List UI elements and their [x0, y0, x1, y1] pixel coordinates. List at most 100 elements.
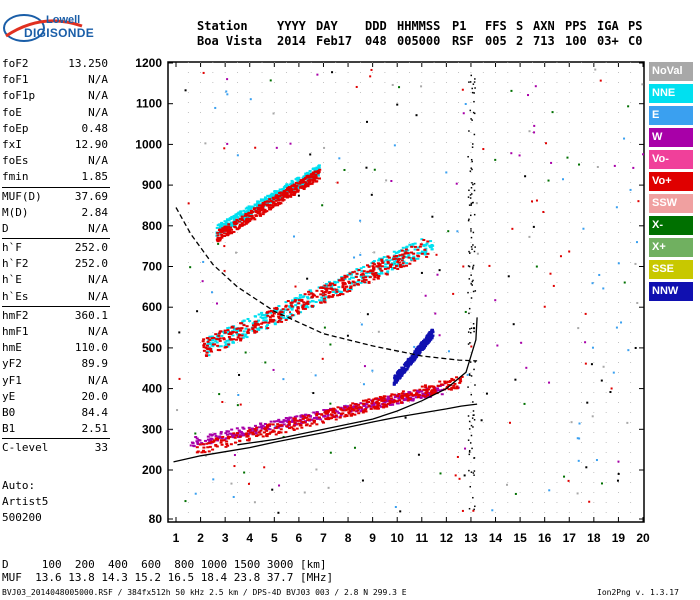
noise-point	[578, 163, 581, 166]
echo-point	[355, 272, 359, 275]
echo-point	[328, 417, 332, 420]
echo-point	[380, 396, 384, 399]
echo-point	[195, 451, 199, 454]
echo-point	[244, 212, 248, 215]
echo-point	[247, 205, 251, 208]
echo-point	[471, 284, 474, 286]
echo-point	[311, 181, 315, 184]
echo-point	[236, 329, 240, 332]
echo-point	[428, 331, 432, 334]
echo-point	[255, 204, 259, 207]
echo-point	[260, 311, 264, 314]
echo-point	[228, 432, 232, 435]
file-info: BVJ03_2014048005000.RSF / 384fx512h 50 k…	[2, 588, 407, 597]
echo-point	[208, 440, 212, 443]
echo-point	[267, 432, 271, 435]
echo-point	[273, 193, 277, 196]
noise-point	[600, 379, 603, 382]
echo-point	[472, 111, 475, 114]
legend-item-x: X+	[649, 238, 693, 257]
echo-point	[232, 434, 236, 437]
echo-point	[274, 191, 278, 194]
echo-point	[472, 244, 474, 246]
noise-point	[566, 156, 569, 159]
param-name: h`E	[2, 273, 22, 287]
logo-line2: DIGISONDE	[24, 26, 95, 40]
echo-point	[267, 321, 271, 324]
echo-point	[255, 426, 259, 429]
noise-point	[455, 182, 458, 185]
echo-point	[308, 424, 312, 427]
echo-point	[394, 376, 398, 379]
echo-point	[410, 245, 414, 248]
echo-point	[343, 415, 347, 418]
noise-point	[214, 106, 217, 109]
echo-point	[270, 192, 274, 195]
echo-point	[283, 308, 287, 311]
echo-point	[425, 341, 429, 344]
noise-point	[473, 327, 476, 330]
echo-point	[424, 247, 428, 250]
echo-point	[202, 446, 206, 449]
echo-point	[377, 264, 381, 267]
x-tick-label: 15	[513, 531, 527, 545]
echo-point	[198, 443, 202, 446]
echo-point	[393, 374, 397, 377]
echo-point	[355, 407, 359, 410]
param-value: 2.84	[81, 205, 109, 219]
echo-point	[238, 333, 242, 336]
echo-point	[263, 210, 267, 213]
echo-point	[279, 431, 283, 434]
echo-point	[363, 275, 367, 278]
echo-point	[261, 208, 265, 211]
echo-point	[424, 395, 428, 398]
noise-point	[230, 482, 233, 485]
echo-point	[290, 426, 294, 429]
echo-point	[368, 276, 372, 279]
echo-point	[299, 294, 303, 297]
echo-point	[383, 401, 387, 404]
echo-point	[264, 197, 268, 200]
echo-point	[367, 281, 371, 284]
echo-point	[278, 424, 282, 427]
version-label: Ion2Png v. 1.3.17	[597, 588, 679, 597]
y-tick-label: 600	[142, 300, 162, 314]
echo-point	[430, 389, 434, 392]
header-label-9: PPS	[565, 19, 587, 33]
noise-point	[323, 326, 326, 329]
echo-point	[301, 179, 305, 182]
noise-point	[420, 85, 423, 88]
echo-point	[459, 380, 463, 383]
echo-point	[400, 392, 404, 395]
echo-point	[212, 440, 216, 443]
echo-point	[428, 244, 432, 247]
param-separator	[2, 305, 110, 307]
param-row: h`F 252.0	[2, 240, 110, 256]
echo-point	[330, 408, 334, 411]
misc-line: Auto:	[2, 479, 36, 492]
noise-point	[510, 152, 513, 155]
noise-point	[485, 392, 488, 395]
echo-point	[473, 414, 475, 416]
echo-point	[295, 309, 299, 312]
echo-point	[321, 421, 325, 424]
echo-point	[354, 405, 358, 408]
echo-point	[215, 338, 219, 341]
legend: NoVal NNE E W Vo- Vo+ SSW X- X+ SSE NNW	[649, 62, 693, 304]
noise-point	[202, 260, 205, 263]
echo-point	[276, 190, 280, 193]
echo-point	[470, 118, 472, 120]
echo-point	[308, 183, 312, 186]
echo-point	[230, 216, 234, 219]
noise-point	[277, 511, 280, 514]
echo-point	[288, 186, 292, 189]
echo-point	[331, 284, 335, 287]
echo-point	[277, 199, 281, 202]
echo-point	[298, 186, 302, 189]
echo-point	[288, 190, 292, 193]
echo-point	[396, 263, 400, 266]
echo-point	[425, 339, 429, 342]
noise-point	[528, 235, 531, 238]
echo-point	[387, 259, 391, 262]
